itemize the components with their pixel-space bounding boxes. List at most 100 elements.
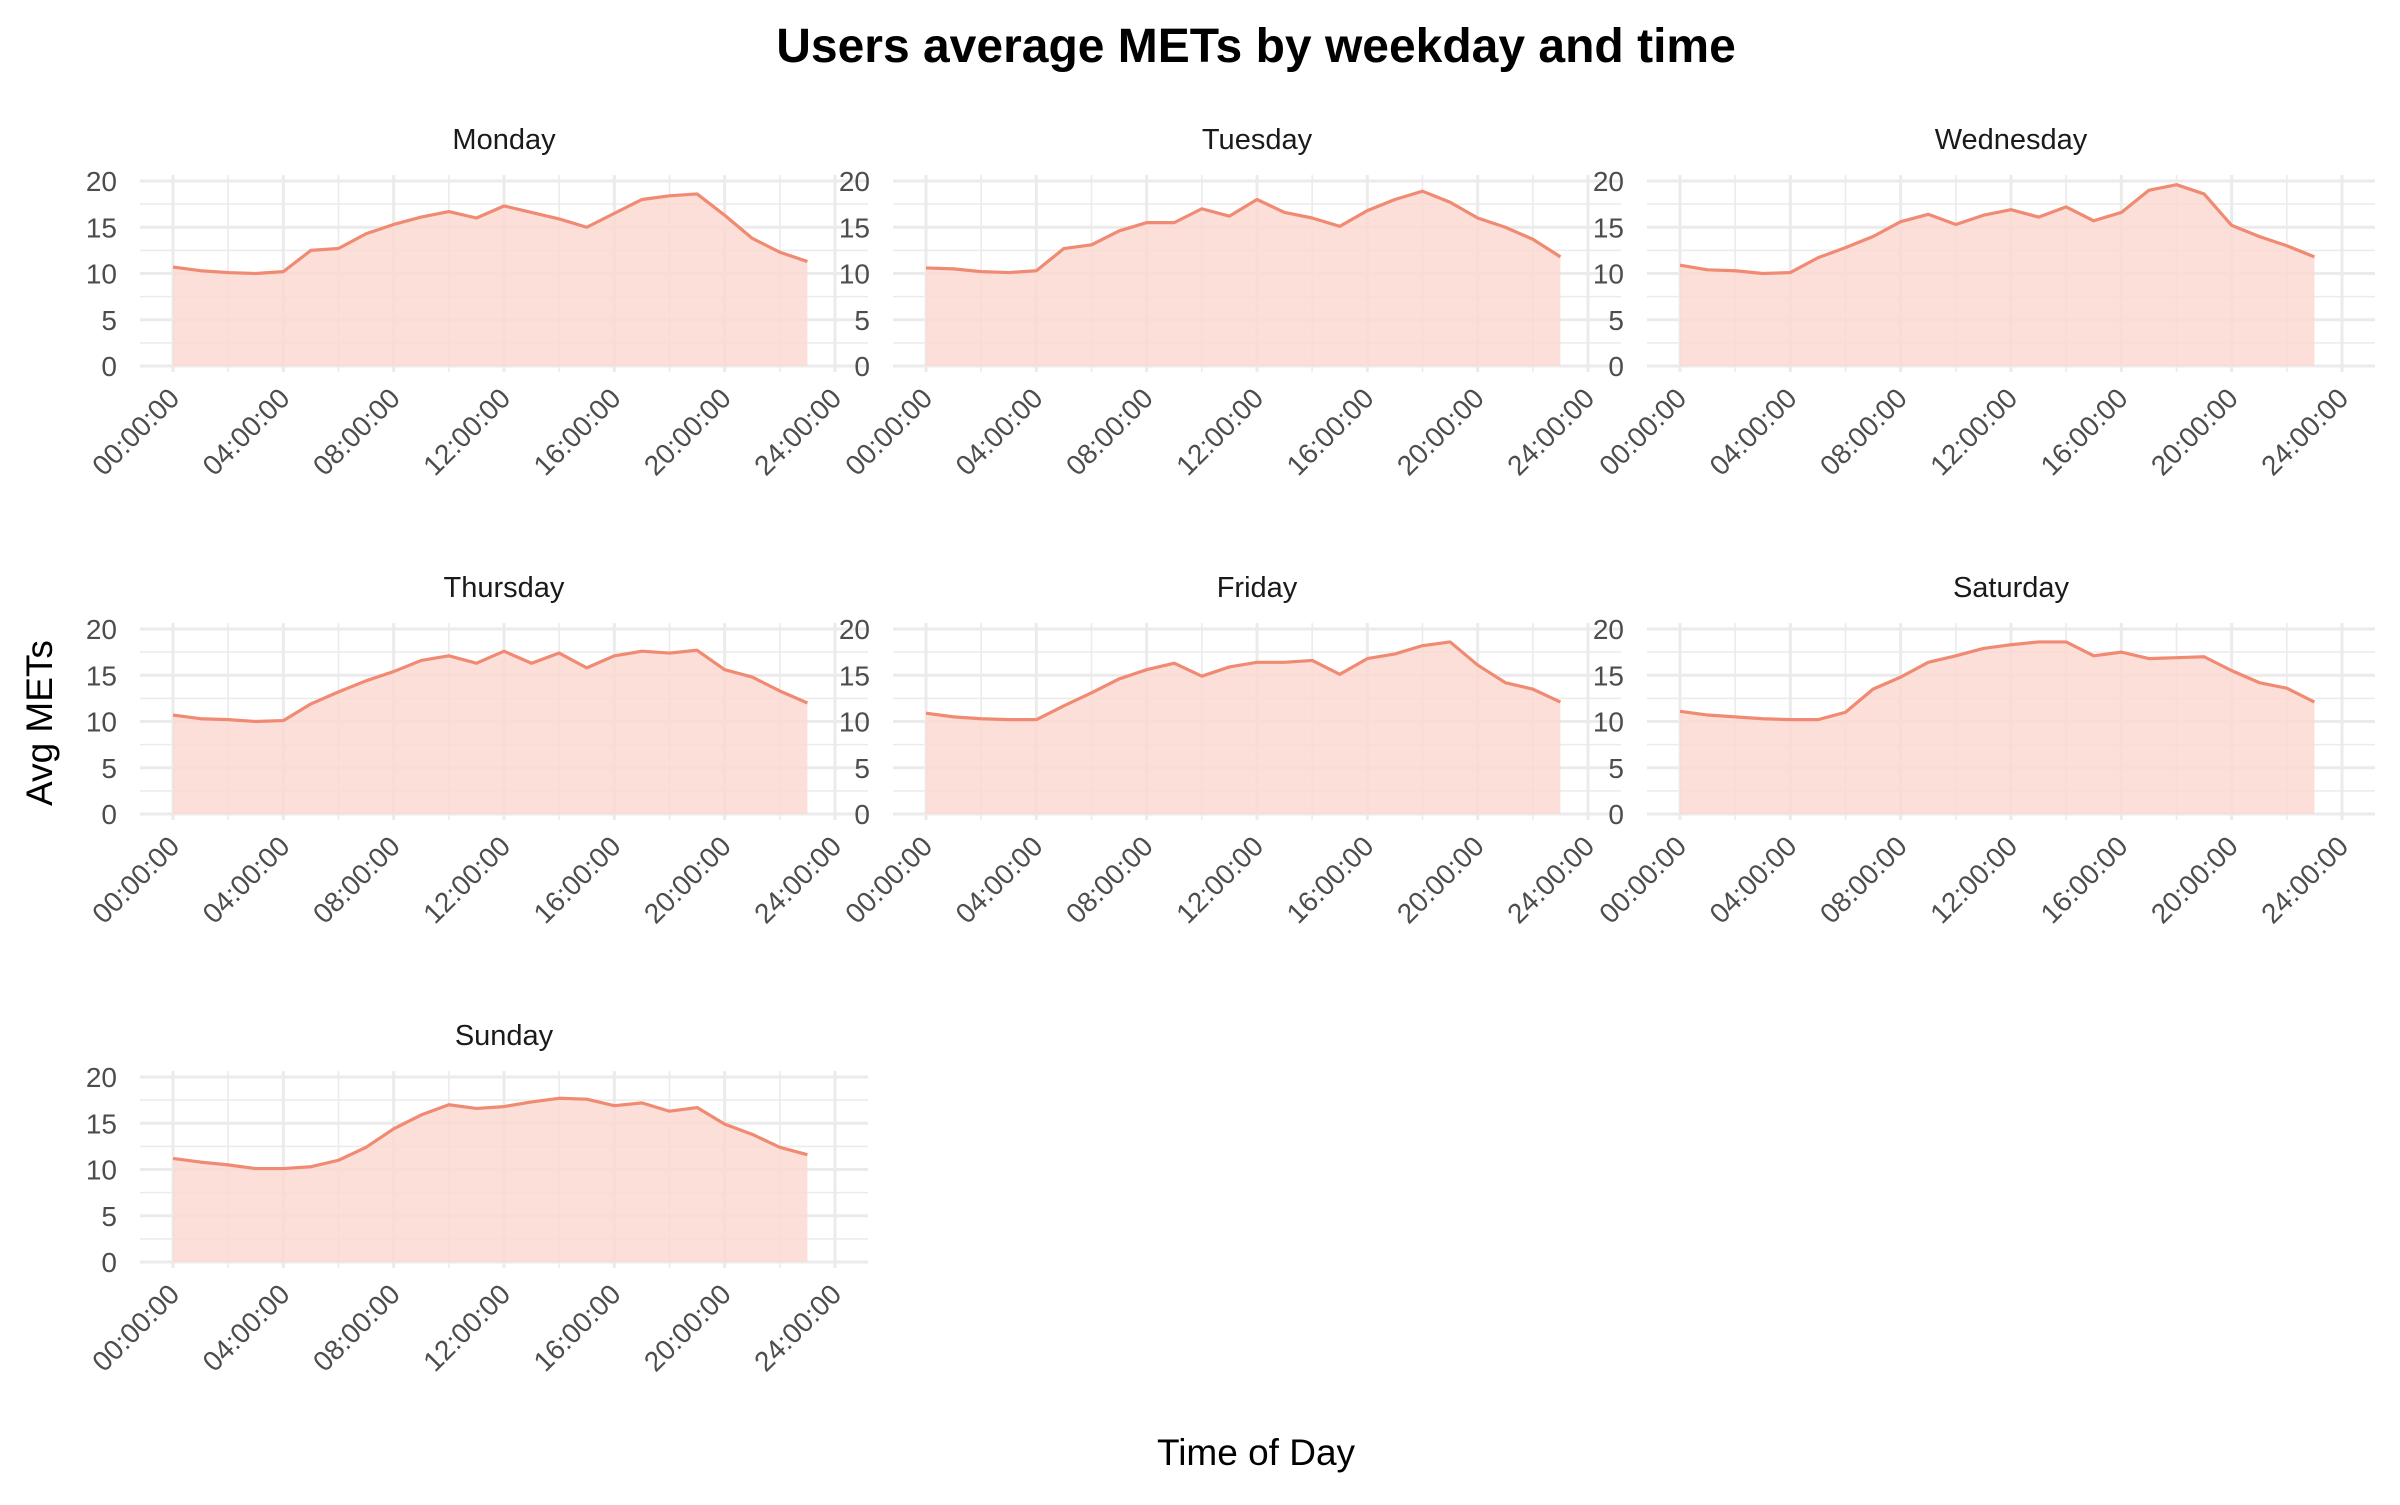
x-tick-label: 12:00:00 <box>1924 382 2023 481</box>
x-tick-label: 16:00:00 <box>528 382 627 481</box>
x-tick-label: 04:00:00 <box>1704 830 1803 929</box>
y-tick-label: 15 <box>1593 212 1624 243</box>
x-tick-label: 04:00:00 <box>1704 382 1803 481</box>
facet-strip-label: Monday <box>452 124 556 156</box>
x-tick-label: 24:00:00 <box>1501 382 1600 481</box>
y-tick-label: 20 <box>1593 614 1624 645</box>
x-tick-label: 08:00:00 <box>1060 382 1159 481</box>
x-tick-label: 08:00:00 <box>307 1278 406 1377</box>
y-tick-label: 15 <box>839 212 870 243</box>
x-tick-label: 20:00:00 <box>2145 382 2244 481</box>
x-tick-label: 20:00:00 <box>1391 382 1490 481</box>
y-tick-label: 10 <box>86 259 117 290</box>
y-tick-label: 15 <box>86 1108 117 1139</box>
y-tick-label: 15 <box>839 660 870 691</box>
facet-panel-monday: Monday 0 5 10 15 20 00:00:00 04:00:00 08:00:00 12… <box>86 124 868 481</box>
y-tick-label: 20 <box>1593 166 1624 197</box>
y-tick-label: 15 <box>1593 660 1624 691</box>
y-tick-label: 10 <box>839 259 870 290</box>
y-tick-label: 5 <box>854 753 870 784</box>
x-tick-label: 20:00:00 <box>638 382 737 481</box>
y-tick-label: 10 <box>1593 259 1624 290</box>
facet-panel-sunday: Sunday 0 5 10 15 20 00:00:00 04:00:00 08:00:00 12… <box>86 1020 868 1377</box>
x-tick-label: 00:00:00 <box>86 382 185 481</box>
series-line <box>925 189 1562 275</box>
y-tick-label: 5 <box>101 753 117 784</box>
y-tick-label: 20 <box>86 1062 117 1093</box>
x-tick-label: 12:00:00 <box>1924 830 2023 929</box>
y-tick-label: 0 <box>101 1247 117 1278</box>
x-tick-label: 04:00:00 <box>197 382 296 481</box>
x-tick-label: 00:00:00 <box>86 1278 185 1377</box>
y-tick-label: 0 <box>854 799 870 830</box>
x-tick-label: 24:00:00 <box>748 830 847 929</box>
x-tick-label: 12:00:00 <box>1170 830 1269 929</box>
facet-panel-wednesday: Wednesday 0 5 10 15 20 00:00:00 04:00:00 08:00:0… <box>1593 124 2375 481</box>
series-area <box>173 650 808 814</box>
facet-panel-thursday: Thursday 0 5 10 15 20 00:00:00 04:00:00 08:00:00… <box>86 572 868 929</box>
x-tick-label: 04:00:00 <box>197 830 296 929</box>
y-tick-label: 20 <box>86 166 117 197</box>
x-tick-label: 24:00:00 <box>2255 382 2354 481</box>
x-tick-label: 08:00:00 <box>307 382 406 481</box>
x-tick-label: 12:00:00 <box>1170 382 1269 481</box>
y-tick-label: 10 <box>86 707 117 738</box>
x-tick-label: 08:00:00 <box>1814 382 1913 481</box>
y-tick-label: 5 <box>854 305 870 336</box>
x-tick-label: 12:00:00 <box>417 830 516 929</box>
y-tick-label: 0 <box>101 799 117 830</box>
facet-strip-label: Wednesday <box>1935 124 2088 156</box>
x-tick-label: 24:00:00 <box>2255 830 2354 929</box>
y-tick-label: 20 <box>86 614 117 645</box>
y-tick-label: 5 <box>101 1201 117 1232</box>
series-area <box>926 191 1561 366</box>
y-tick-label: 0 <box>1608 799 1624 830</box>
x-tick-label: 16:00:00 <box>2035 830 2134 929</box>
y-tick-label: 0 <box>1608 351 1624 382</box>
x-tick-label: 12:00:00 <box>417 1278 516 1377</box>
x-axis-label: Time of Day <box>1157 1432 1356 1473</box>
x-tick-label: 00:00:00 <box>1593 830 1692 929</box>
series-line <box>172 1096 808 1171</box>
y-tick-label: 0 <box>101 351 117 382</box>
y-tick-label: 10 <box>1593 707 1624 738</box>
y-tick-label: 5 <box>1608 305 1624 336</box>
facet-strip-label: Thursday <box>444 572 565 604</box>
x-tick-label: 16:00:00 <box>2035 382 2134 481</box>
x-tick-label: 20:00:00 <box>2145 830 2244 929</box>
x-tick-label: 24:00:00 <box>1501 830 1600 929</box>
x-tick-label: 08:00:00 <box>1814 830 1913 929</box>
x-tick-label: 20:00:00 <box>638 830 737 929</box>
x-tick-label: 00:00:00 <box>839 830 938 929</box>
x-tick-label: 00:00:00 <box>86 830 185 929</box>
facet-strip-label: Friday <box>1217 572 1298 604</box>
y-tick-label: 20 <box>839 614 870 645</box>
series-area <box>173 1098 808 1262</box>
x-tick-label: 20:00:00 <box>638 1278 737 1377</box>
facet-panel-friday: Friday 0 5 10 15 20 00:00:00 04:00:00 08:00:00 12… <box>839 572 1621 929</box>
series-area <box>173 193 808 366</box>
y-tick-label: 20 <box>839 166 870 197</box>
x-tick-label: 04:00:00 <box>197 1278 296 1377</box>
x-tick-label: 04:00:00 <box>950 830 1049 929</box>
y-tick-label: 0 <box>854 351 870 382</box>
y-tick-label: 10 <box>839 707 870 738</box>
chart-title: Users average METs by weekday and time <box>776 20 1736 73</box>
y-axis-label: Avg METs <box>19 640 60 806</box>
x-tick-label: 24:00:00 <box>748 382 847 481</box>
x-tick-label: 16:00:00 <box>1281 382 1380 481</box>
facet-strip-label: Sunday <box>455 1020 554 1052</box>
x-tick-label: 08:00:00 <box>1060 830 1159 929</box>
x-tick-label: 16:00:00 <box>528 1278 627 1377</box>
x-tick-label: 08:00:00 <box>307 830 406 929</box>
y-tick-label: 15 <box>86 660 117 691</box>
facet-strip-label: Tuesday <box>1202 124 1313 156</box>
x-tick-label: 00:00:00 <box>839 382 938 481</box>
y-tick-label: 10 <box>86 1155 117 1186</box>
y-tick-label: 15 <box>86 212 117 243</box>
x-tick-label: 12:00:00 <box>417 382 516 481</box>
x-tick-label: 04:00:00 <box>950 382 1049 481</box>
